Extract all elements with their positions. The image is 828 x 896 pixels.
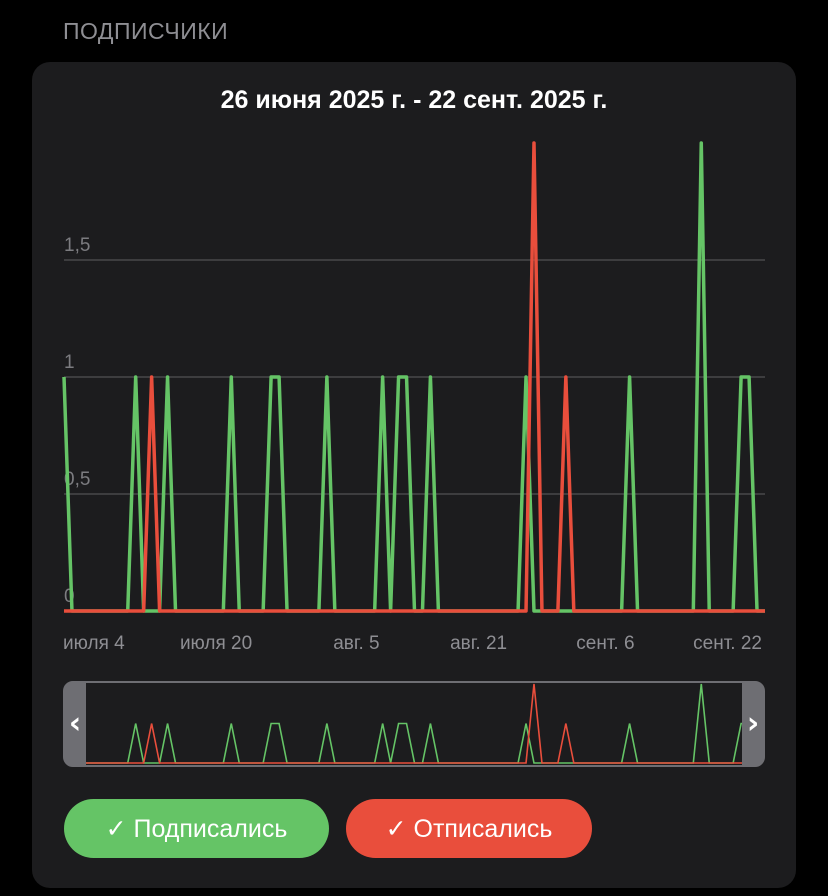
navigator-left-handle[interactable]: [64, 682, 86, 766]
navigator-right-handle[interactable]: [742, 682, 764, 766]
x-tick-label: сент. 6: [576, 633, 634, 654]
chevron-left-icon: ‹: [69, 706, 81, 741]
navigator-frame[interactable]: [63, 681, 765, 767]
x-tick-label: сент. 22: [693, 633, 762, 654]
y-tick-label: 0,5: [64, 469, 90, 490]
series-line-1: [64, 141, 765, 613]
y-tick-label: 1: [64, 352, 75, 373]
navigator-series-1: [86, 683, 742, 764]
legend-unsubscribed-toggle[interactable]: ✓ Отписались: [346, 799, 592, 858]
y-tick-label: 0: [64, 586, 75, 607]
x-tick-label: авг. 5: [333, 633, 379, 654]
x-tick-label: авг. 21: [450, 633, 507, 654]
chevron-right-icon: ›: [747, 706, 759, 741]
range-navigator[interactable]: ‹ ›: [63, 681, 765, 767]
legend-subscribed-toggle[interactable]: ✓ Подписались: [64, 799, 329, 858]
chart-title: 26 июня 2025 г. - 22 сент. 2025 г.: [220, 86, 608, 114]
y-tick-label: 1,5: [64, 235, 90, 256]
x-tick-label: июля 4: [63, 633, 125, 654]
x-tick-label: июля 20: [180, 633, 252, 654]
section-title: ПОДПИСЧИКИ: [63, 18, 229, 44]
